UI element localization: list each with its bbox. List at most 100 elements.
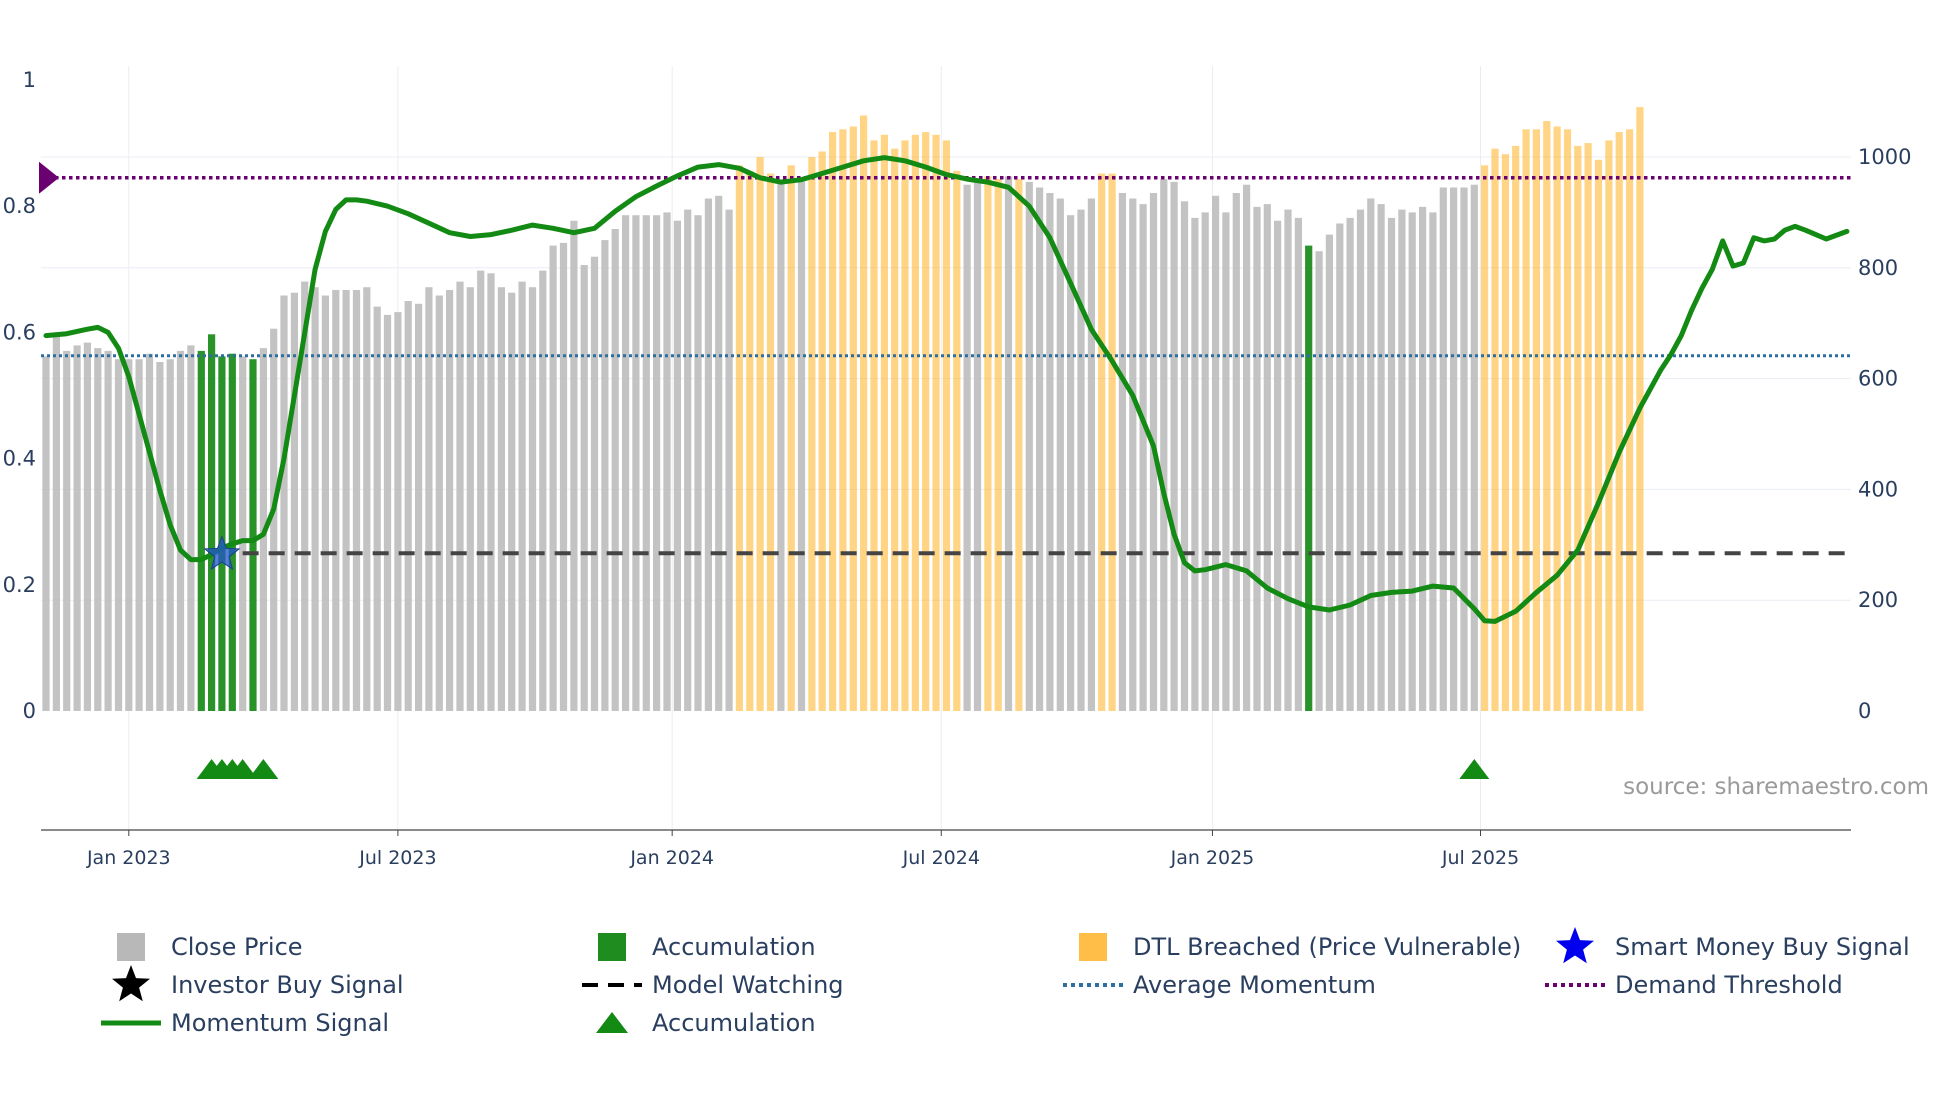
dtl-breached-bar	[1015, 179, 1023, 711]
accumulation-bar	[228, 353, 236, 711]
dtl-breached-bar	[818, 151, 826, 711]
close-price-bar	[963, 184, 971, 711]
price-bars	[42, 107, 1644, 712]
close-price-bar	[715, 195, 723, 712]
close-price-bar	[114, 359, 123, 711]
close-price-bar	[1139, 204, 1147, 711]
legend-item: Momentum Signal	[101, 1009, 389, 1037]
close-price-bar	[622, 215, 630, 711]
left-axis-tick: 0.4	[3, 447, 36, 471]
dtl-breached-bar	[860, 115, 868, 711]
dtl-breached-bar	[766, 173, 775, 712]
dtl-breached-bar	[735, 165, 743, 712]
close-price-bar	[1325, 234, 1333, 711]
close-price-bar	[373, 306, 381, 711]
right-axis-tick: 600	[1858, 367, 1898, 391]
close-price-bar	[435, 295, 443, 711]
right-axis-tick: 1000	[1858, 145, 1911, 169]
legend-label: DTL Breached (Price Vulnerable)	[1133, 933, 1521, 961]
close-price-bar	[94, 348, 102, 711]
close-price-bar	[663, 212, 671, 711]
close-price-bar	[1243, 184, 1251, 711]
legend-symbol-star	[112, 965, 150, 1002]
close-price-bar	[570, 220, 578, 711]
close-price-bar	[270, 328, 278, 711]
legend-label: Accumulation	[652, 1009, 816, 1037]
close-price-bar	[1067, 215, 1075, 711]
close-price-bar	[466, 287, 474, 711]
dtl-breached-bar	[1501, 154, 1509, 711]
close-price-bar	[404, 301, 412, 711]
close-price-bar	[145, 353, 154, 711]
signal-lines	[39, 155, 1851, 624]
accumulation-bar	[1305, 245, 1313, 711]
right-axis-tick: 400	[1858, 477, 1898, 501]
right-axis-tick: 0	[1858, 699, 1871, 723]
dtl-breached-bar	[1481, 165, 1489, 712]
close-price-bar	[311, 287, 319, 711]
close-price-bar	[973, 179, 982, 711]
close-price-bar	[280, 295, 288, 711]
dtl-breached-bar	[1584, 143, 1592, 712]
dtl-breached-bar	[1605, 140, 1613, 711]
legend-item: Investor Buy Signal	[112, 965, 404, 1002]
close-price-bar	[135, 359, 143, 711]
legend-label: Investor Buy Signal	[171, 971, 404, 999]
close-price-bar	[508, 292, 516, 711]
dtl-breached-bar	[880, 134, 888, 712]
left-axis-tick: 0	[23, 699, 36, 723]
dtl-breached-bar	[1574, 145, 1582, 711]
close-price-bar	[1253, 206, 1261, 711]
accumulation-triangle	[227, 759, 258, 779]
dtl-breached-bar	[1615, 132, 1623, 712]
accumulation-bar	[218, 356, 226, 711]
close-price-bar	[73, 345, 81, 711]
close-price-bar	[446, 290, 454, 711]
close-price-bar	[187, 345, 195, 711]
close-price-bar	[1429, 212, 1437, 711]
momentum-signal-line	[43, 155, 1850, 624]
legend-item: Close Price	[117, 933, 303, 961]
axes: 0 0.2 0.4 0.6 0.8 1 0 200 400 600 800 1000 Jan 2023 J…	[3, 68, 1912, 869]
close-price-bar	[1056, 198, 1064, 711]
close-price-bar	[104, 350, 112, 711]
legend-symbol-triangle	[596, 1012, 628, 1033]
dtl-breached-bar	[1522, 129, 1530, 712]
legend-symbol-square	[1079, 933, 1107, 961]
smart-money-buy-signal-star	[203, 535, 241, 571]
dtl-breached-bar	[891, 148, 899, 711]
accumulation-triangle	[248, 759, 279, 779]
x-axis-tick-label: Jul 2023	[358, 847, 436, 869]
close-price-bar	[1315, 251, 1323, 711]
close-price-bar	[383, 314, 392, 711]
dtl-breached-bar	[829, 132, 837, 712]
close-price-bar	[1077, 209, 1085, 711]
close-price-bar	[642, 215, 650, 711]
dtl-breached-bar	[932, 134, 940, 712]
close-price-bar	[42, 356, 50, 711]
close-price-bar	[1377, 204, 1385, 711]
close-price-bar	[176, 350, 185, 711]
dtl-breached-bar	[746, 170, 754, 711]
legend: Close Price Accumulation DTL Breached (Pri…	[101, 927, 1910, 1037]
close-price-bar	[777, 179, 785, 711]
close-price-bar	[1118, 193, 1126, 711]
close-price-bar	[63, 350, 71, 711]
close-price-bar	[704, 198, 712, 711]
dtl-breached-bar	[1553, 126, 1561, 711]
close-price-bar	[673, 220, 681, 711]
dtl-breached-bar	[808, 157, 816, 711]
close-price-bar	[301, 281, 309, 711]
dtl-breached-bar	[1543, 121, 1551, 711]
close-price-bar	[1470, 184, 1478, 711]
close-price-bar	[1201, 212, 1209, 711]
legend-item: Accumulation	[598, 933, 816, 961]
close-price-bar	[1450, 187, 1458, 711]
dtl-breached-bar	[1594, 159, 1603, 712]
close-price-bar	[1170, 181, 1178, 711]
close-price-bar	[83, 342, 91, 711]
close-price-bar	[321, 295, 329, 711]
legend-label: Average Momentum	[1133, 971, 1376, 999]
legend-label: Momentum Signal	[171, 1009, 389, 1037]
dtl-breached-bar	[849, 126, 857, 711]
